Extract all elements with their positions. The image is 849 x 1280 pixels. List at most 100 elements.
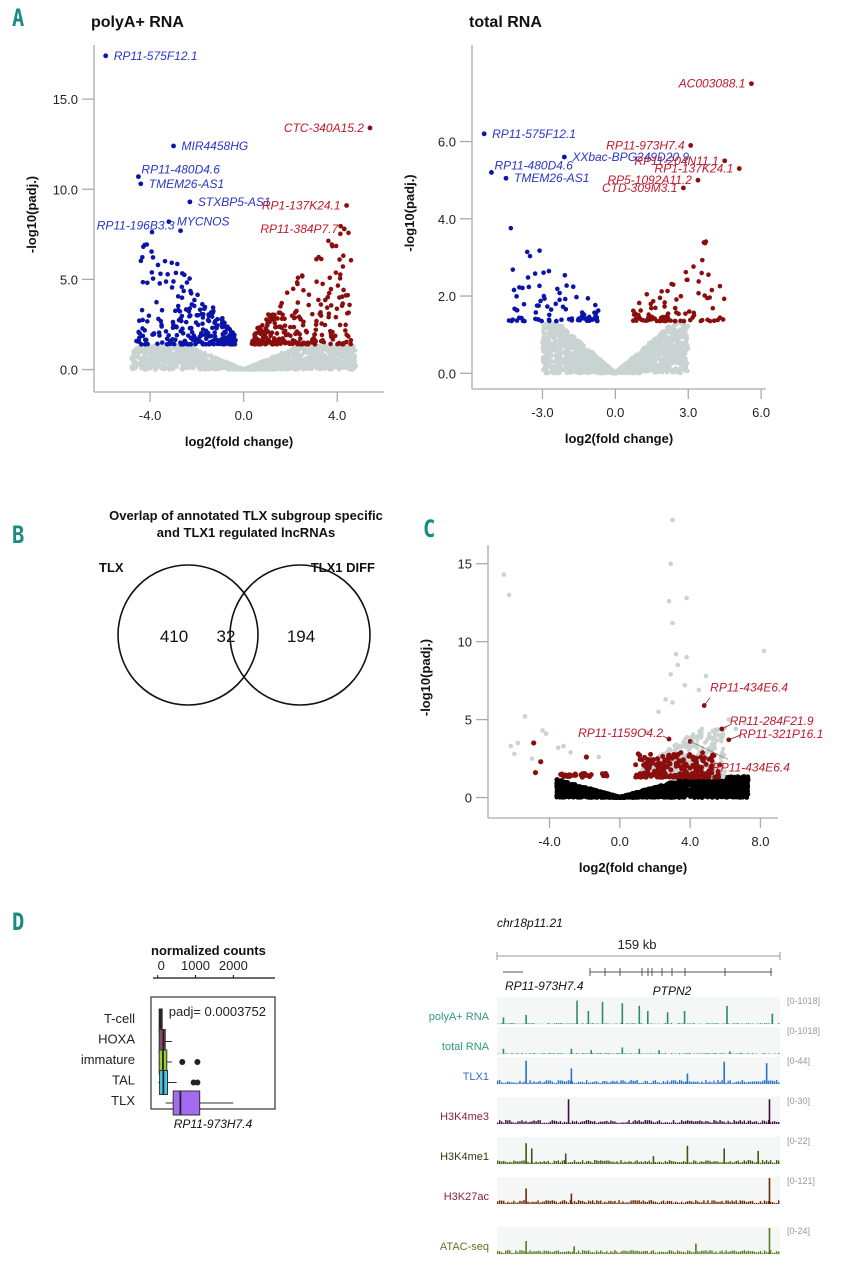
point-sig <box>506 318 512 323</box>
point-ns <box>599 363 604 368</box>
point-sig <box>188 291 194 296</box>
point-sig <box>143 337 149 343</box>
labeled-point <box>178 228 183 234</box>
point-sig <box>343 328 348 333</box>
point-sig <box>564 283 569 288</box>
point-sig <box>284 290 290 296</box>
point-ns <box>322 363 327 369</box>
point-ns <box>175 351 180 357</box>
point-sig <box>252 334 258 339</box>
point-ns <box>269 359 274 364</box>
point-sig <box>233 337 238 343</box>
labeled-point <box>688 143 694 148</box>
point-sig <box>215 323 220 328</box>
point-ns <box>576 362 582 367</box>
point-ns <box>204 357 209 362</box>
point-sig <box>589 317 594 322</box>
point-ns <box>577 369 583 375</box>
point-sig <box>683 311 688 316</box>
labeled-point <box>680 185 686 191</box>
point-ns <box>570 357 576 363</box>
y-tick-label: 5 <box>465 713 472 728</box>
point-sig <box>316 297 321 303</box>
point-ns <box>340 355 345 360</box>
point-sig <box>533 316 538 322</box>
point-ns <box>325 360 330 366</box>
point-sig <box>313 338 318 344</box>
venn-circle-tlx1-diff <box>229 564 371 706</box>
point-ns <box>670 370 675 375</box>
point-sig <box>264 341 269 346</box>
point-sig <box>177 309 183 314</box>
labeled-point <box>561 154 567 160</box>
point-sig <box>179 271 185 276</box>
point-ns <box>304 359 310 365</box>
point-ns <box>545 364 550 370</box>
point-sig <box>231 333 237 339</box>
labeled-point <box>489 170 494 175</box>
labeled-point <box>736 166 742 171</box>
y-tick-label: 0 <box>465 791 472 806</box>
point-ns <box>338 365 343 370</box>
point-sig <box>333 270 339 275</box>
point-sig <box>569 316 575 321</box>
point-sig <box>280 339 285 345</box>
point-sig <box>678 318 683 324</box>
point-ns <box>571 365 576 371</box>
point-ns <box>160 345 166 350</box>
point-ns <box>608 370 613 376</box>
point-ns <box>660 367 666 372</box>
point-sig <box>149 270 155 275</box>
gene-label: RP11-480D4.6 <box>494 158 573 172</box>
point-sig <box>254 339 259 345</box>
point-ns <box>557 370 562 375</box>
point-sig <box>203 328 209 334</box>
point-ns <box>258 366 263 371</box>
point-sig <box>633 316 639 321</box>
point-ns <box>575 343 581 348</box>
point-ns <box>145 364 151 369</box>
venn-count-intersection: 32 <box>217 627 236 646</box>
point-sig <box>183 319 189 325</box>
x-tick-label: 6.0 <box>752 405 770 420</box>
point-sig <box>676 311 681 317</box>
point-ns <box>599 369 605 374</box>
venn-circle-tlx <box>117 564 259 706</box>
point-sig <box>560 304 566 310</box>
point-ns <box>246 365 251 371</box>
point-ns <box>547 331 553 337</box>
point-sig <box>287 324 293 330</box>
point-sig <box>681 318 687 324</box>
point-ns <box>674 330 680 335</box>
point-sig <box>159 322 164 328</box>
point-ns <box>545 338 551 343</box>
point-sig <box>519 315 524 321</box>
point-sig <box>541 270 546 275</box>
point-sig <box>585 296 591 301</box>
point-sig <box>319 332 325 338</box>
point-ns <box>628 361 633 367</box>
point-ns <box>214 363 219 368</box>
point-sig <box>272 312 277 318</box>
point-ns <box>553 330 558 336</box>
point-ns <box>564 334 570 340</box>
point-sig <box>212 333 218 339</box>
point-ns <box>645 347 651 353</box>
labeled-point <box>166 219 172 225</box>
point-sig <box>292 310 298 315</box>
point-sig <box>644 291 650 297</box>
point-sig <box>136 318 142 324</box>
point-sig <box>154 299 159 305</box>
panel-letter-b: B <box>12 521 25 549</box>
point-ns <box>544 322 549 327</box>
point-ns <box>554 358 559 363</box>
point-sig <box>288 333 293 339</box>
point-ns <box>664 342 669 347</box>
point-sig <box>157 281 163 286</box>
point-sig <box>297 336 303 342</box>
point-ns <box>147 356 152 361</box>
point-ns <box>563 345 569 350</box>
point-ns <box>684 368 690 373</box>
point-ns <box>170 353 176 358</box>
point-sig <box>314 318 319 324</box>
